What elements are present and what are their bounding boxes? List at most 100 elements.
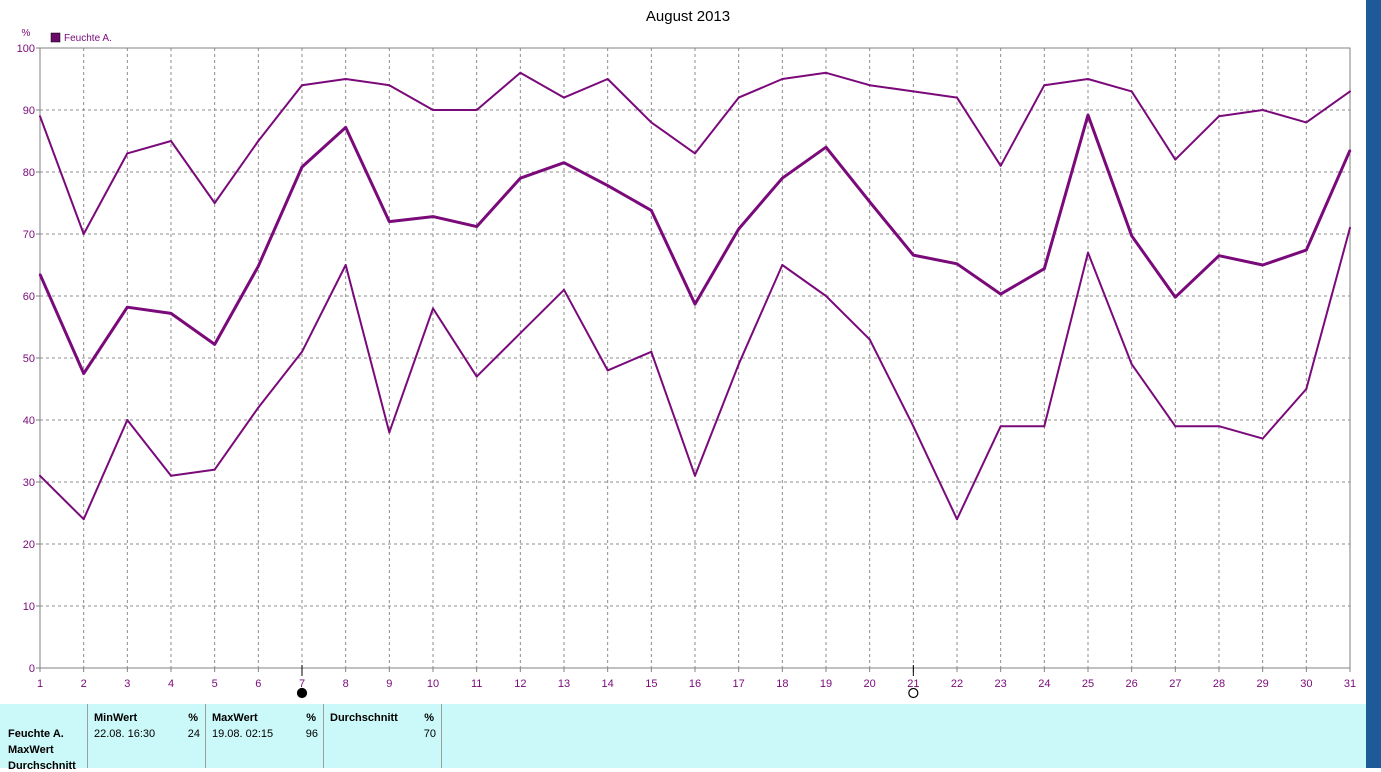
- x-tick-label: 15: [645, 678, 657, 690]
- x-tick-label: 3: [124, 678, 130, 690]
- x-tick-label: 25: [1082, 678, 1094, 690]
- data-point: [82, 233, 85, 235]
- data-point: [1305, 249, 1308, 252]
- y-tick-label: 20: [23, 539, 35, 551]
- data-point: [1043, 425, 1046, 428]
- data-point: [825, 295, 827, 297]
- data-point: [126, 306, 129, 309]
- x-tick-label: 10: [427, 678, 439, 690]
- avg-value: 70: [423, 728, 436, 740]
- x-tick-label: 9: [386, 678, 392, 690]
- data-point: [301, 84, 303, 87]
- x-tick-label: 13: [558, 678, 570, 690]
- data-point: [912, 425, 915, 428]
- data-point: [82, 518, 85, 521]
- chart-title: August 2013: [646, 8, 730, 25]
- data-point: [432, 307, 434, 310]
- data-point: [301, 166, 303, 169]
- x-tick-label: 31: [1344, 678, 1356, 690]
- data-point: [39, 115, 41, 118]
- y-tick-label: 80: [23, 167, 35, 179]
- data-point: [170, 312, 172, 315]
- data-point: [1305, 388, 1308, 390]
- data-point: [868, 338, 871, 341]
- data-point: [1218, 254, 1220, 257]
- y-tick-label: 60: [23, 291, 35, 303]
- data-point: [1087, 251, 1089, 254]
- data-point: [912, 254, 915, 257]
- statistics-panel: Feuchte A. MaxWert Durchschnitt MinWert …: [0, 704, 1366, 772]
- stats-max-column: MaxWert % 19.08. 02:15 96: [205, 704, 324, 768]
- data-point: [999, 293, 1002, 296]
- window-edge: [1366, 0, 1381, 768]
- data-point: [1305, 121, 1308, 124]
- data-point: [606, 78, 609, 80]
- data-point: [912, 90, 915, 93]
- max-timestamp: 19.08. 02:15: [212, 728, 274, 740]
- data-point: [1130, 234, 1133, 237]
- data-point: [563, 96, 565, 99]
- stats-row-max: MaxWert: [8, 744, 54, 756]
- data-point: [1218, 115, 1220, 118]
- data-point: [257, 265, 260, 268]
- data-point: [344, 78, 347, 80]
- stats-divider: [441, 704, 442, 768]
- x-tick-label: 2: [81, 678, 87, 690]
- data-point: [1087, 113, 1089, 116]
- min-unit: %: [188, 712, 198, 724]
- data-point: [344, 264, 347, 266]
- x-tick-label: 24: [1038, 678, 1050, 690]
- x-tick-label: 20: [864, 678, 876, 690]
- data-point: [868, 200, 871, 203]
- data-point: [737, 96, 740, 99]
- data-point: [213, 468, 216, 471]
- x-tick-label: 17: [733, 678, 745, 690]
- data-point: [519, 71, 522, 74]
- data-point: [213, 202, 216, 204]
- data-point: [126, 419, 129, 421]
- min-header: MinWert: [94, 712, 138, 724]
- x-tick-label: 8: [343, 678, 349, 690]
- data-point: [606, 369, 609, 372]
- data-point: [737, 228, 740, 231]
- data-point: [475, 109, 478, 111]
- data-point: [1174, 158, 1177, 161]
- x-tick-label: 28: [1213, 678, 1225, 690]
- y-tick-label: 90: [23, 105, 35, 117]
- y-tick-label: 10: [23, 601, 35, 613]
- y-tick-label: 0: [29, 663, 35, 675]
- data-point: [519, 177, 522, 180]
- data-point: [344, 126, 347, 129]
- min-value: 24: [187, 728, 200, 740]
- data-point: [1130, 363, 1133, 366]
- data-point: [213, 343, 216, 346]
- x-tick-label: 30: [1300, 678, 1312, 690]
- data-point: [563, 161, 565, 164]
- x-tick-label: 29: [1257, 678, 1269, 690]
- data-point: [694, 152, 696, 155]
- x-tick-label: 23: [995, 678, 1007, 690]
- data-point: [868, 84, 871, 87]
- humidity-chart: August 2013 % Feuchte A. 0 10 20 30 40 50 60 70…: [17, 8, 1356, 699]
- data-point: [388, 84, 391, 87]
- stats-min-column: MinWert % 22.08. 16:30 24: [87, 704, 206, 768]
- data-point: [1349, 90, 1351, 93]
- data-point: [650, 209, 653, 212]
- data-point: [170, 474, 172, 477]
- x-tick-label: 22: [951, 678, 963, 690]
- data-point: [39, 273, 41, 276]
- data-point: [781, 264, 784, 266]
- data-point: [606, 184, 609, 187]
- data-point: [82, 372, 85, 375]
- x-tick-label: 18: [776, 678, 788, 690]
- max-unit: %: [306, 712, 316, 724]
- data-point: [388, 431, 391, 434]
- x-tick-label: 27: [1169, 678, 1181, 690]
- data-point: [737, 363, 740, 366]
- data-point: [956, 518, 958, 521]
- data-point: [650, 121, 653, 124]
- data-point: [694, 474, 696, 477]
- data-point: [825, 146, 827, 149]
- y-tick-label: 40: [23, 415, 35, 427]
- x-tick-label: 4: [168, 678, 174, 690]
